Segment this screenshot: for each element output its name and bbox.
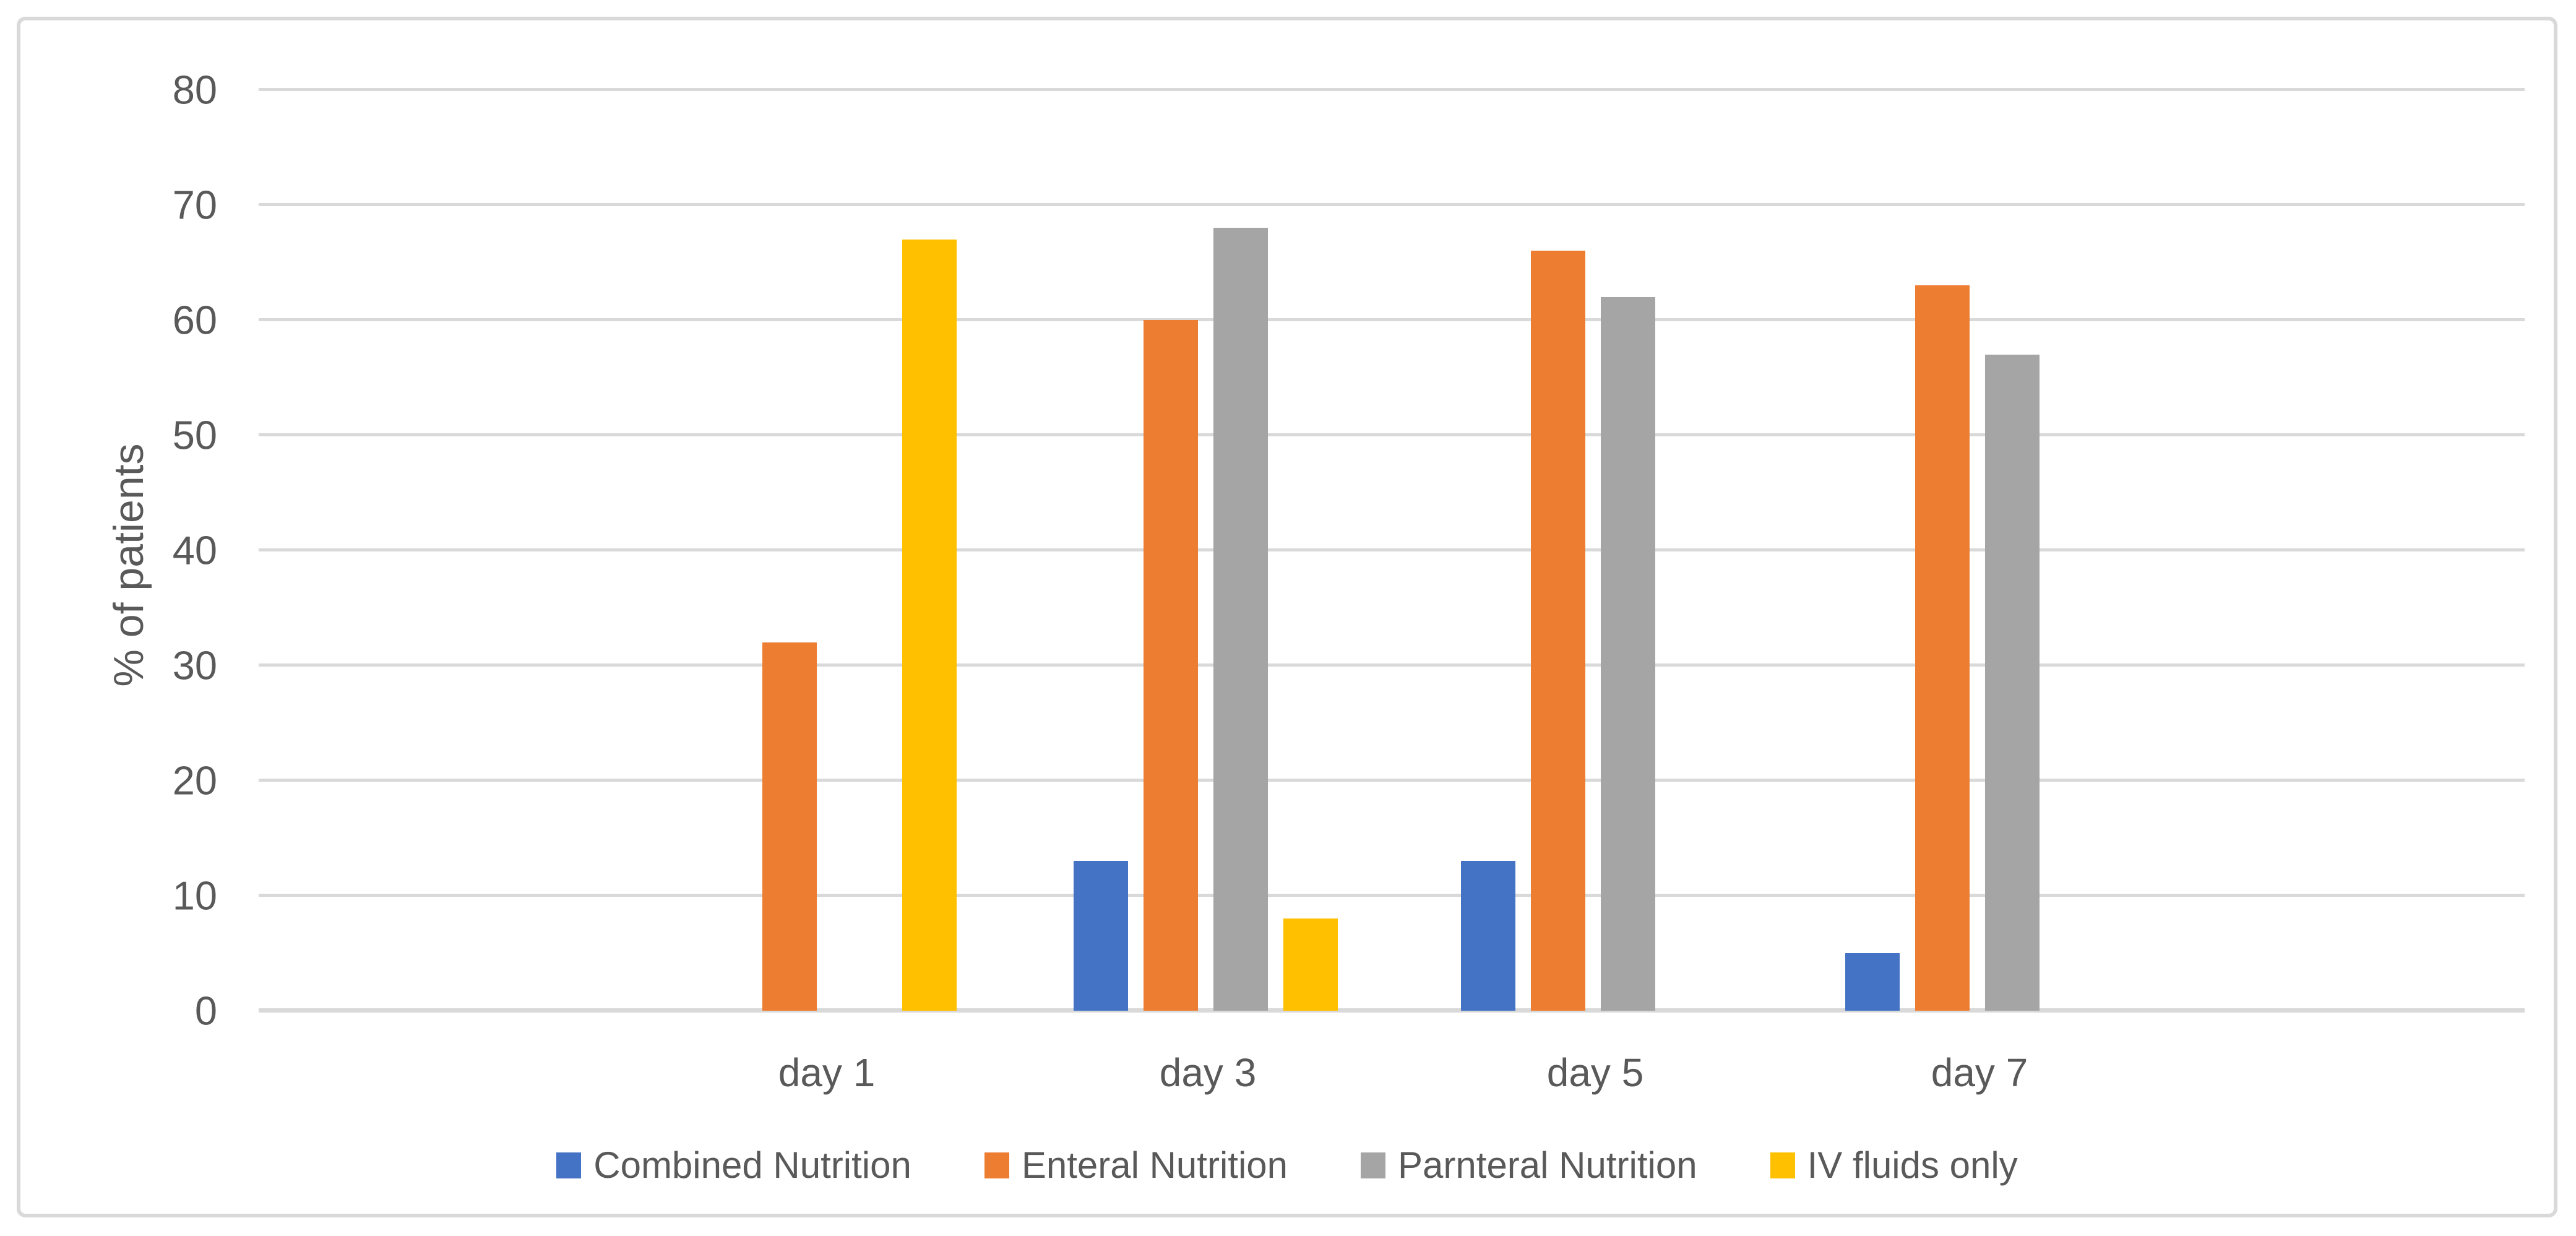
bar-enteral-nutrition-day-5 (1531, 251, 1585, 1011)
x-axis-labels: day 1 day 3 day 5 day 7 (259, 1053, 2525, 1102)
y-tick-label-0: 0 (194, 988, 217, 1034)
bar-combined-nutrition-day-5 (1461, 861, 1515, 1011)
chart-frame: % of patients 0 10 20 30 40 50 60 70 80 day 1 day… (17, 17, 2557, 1217)
gridline-50 (259, 433, 2525, 436)
gridline-80 (259, 88, 2525, 91)
x-label-day-3: day 3 (1159, 1050, 1257, 1095)
gridline-20 (259, 779, 2525, 782)
legend-swatch-enteral-nutrition (984, 1152, 1009, 1178)
legend: Combined Nutrition Enteral Nutrition Parnt… (20, 1147, 2554, 1184)
bar-enteral-nutrition-day-3 (1144, 320, 1198, 1011)
bar-combined-nutrition-day-7 (1845, 953, 1900, 1011)
legend-label-enteral-nutrition: Enteral Nutrition (1021, 1144, 1288, 1186)
legend-swatch-parnteral-nutrition (1361, 1152, 1386, 1178)
legend-label-combined-nutrition: Combined Nutrition (593, 1144, 911, 1186)
x-label-day-5: day 5 (1546, 1050, 1644, 1095)
gridline-10 (259, 894, 2525, 897)
legend-swatch-iv-fluids-only (1770, 1152, 1795, 1178)
x-axis-line (259, 1008, 2525, 1013)
legend-item-enteral-nutrition: Enteral Nutrition (984, 1147, 1288, 1184)
legend-item-combined-nutrition: Combined Nutrition (556, 1147, 911, 1184)
y-axis-tick-labels: 0 10 20 30 40 50 60 70 80 (58, 70, 217, 1031)
y-tick-label-10: 10 (172, 873, 217, 918)
plot-area (259, 88, 2525, 1013)
gridline-30 (259, 663, 2525, 667)
y-tick-label-70: 70 (172, 182, 217, 228)
x-label-day-7: day 7 (1931, 1050, 2028, 1095)
bar-parnteral-nutrition-day-5 (1601, 297, 1655, 1011)
legend-item-iv-fluids-only: IV fluids only (1770, 1147, 2018, 1184)
bar-combined-nutrition-day-3 (1074, 861, 1128, 1011)
y-tick-label-60: 60 (172, 297, 217, 343)
x-label-day-1: day 1 (778, 1050, 876, 1095)
legend-label-parnteral-nutrition: Parnteral Nutrition (1398, 1144, 1697, 1186)
gridline-70 (259, 203, 2525, 206)
gridline-60 (259, 318, 2525, 321)
y-tick-label-50: 50 (172, 412, 217, 458)
y-tick-label-20: 20 (172, 758, 217, 803)
y-tick-label-80: 80 (172, 67, 217, 113)
gridline-40 (259, 548, 2525, 551)
legend-label-iv-fluids-only: IV fluids only (1807, 1144, 2018, 1186)
bar-iv-fluids-only-day-3 (1283, 918, 1338, 1011)
legend-swatch-combined-nutrition (556, 1152, 582, 1178)
legend-item-parnteral-nutrition: Parnteral Nutrition (1361, 1147, 1697, 1184)
bar-parnteral-nutrition-day-3 (1213, 228, 1268, 1011)
bar-iv-fluids-only-day-1 (902, 240, 957, 1011)
y-tick-label-40: 40 (172, 527, 217, 573)
bar-enteral-nutrition-day-7 (1915, 285, 1970, 1011)
bar-parnteral-nutrition-day-7 (1985, 355, 2040, 1011)
bar-enteral-nutrition-day-1 (762, 642, 817, 1011)
y-tick-label-30: 30 (172, 642, 217, 688)
